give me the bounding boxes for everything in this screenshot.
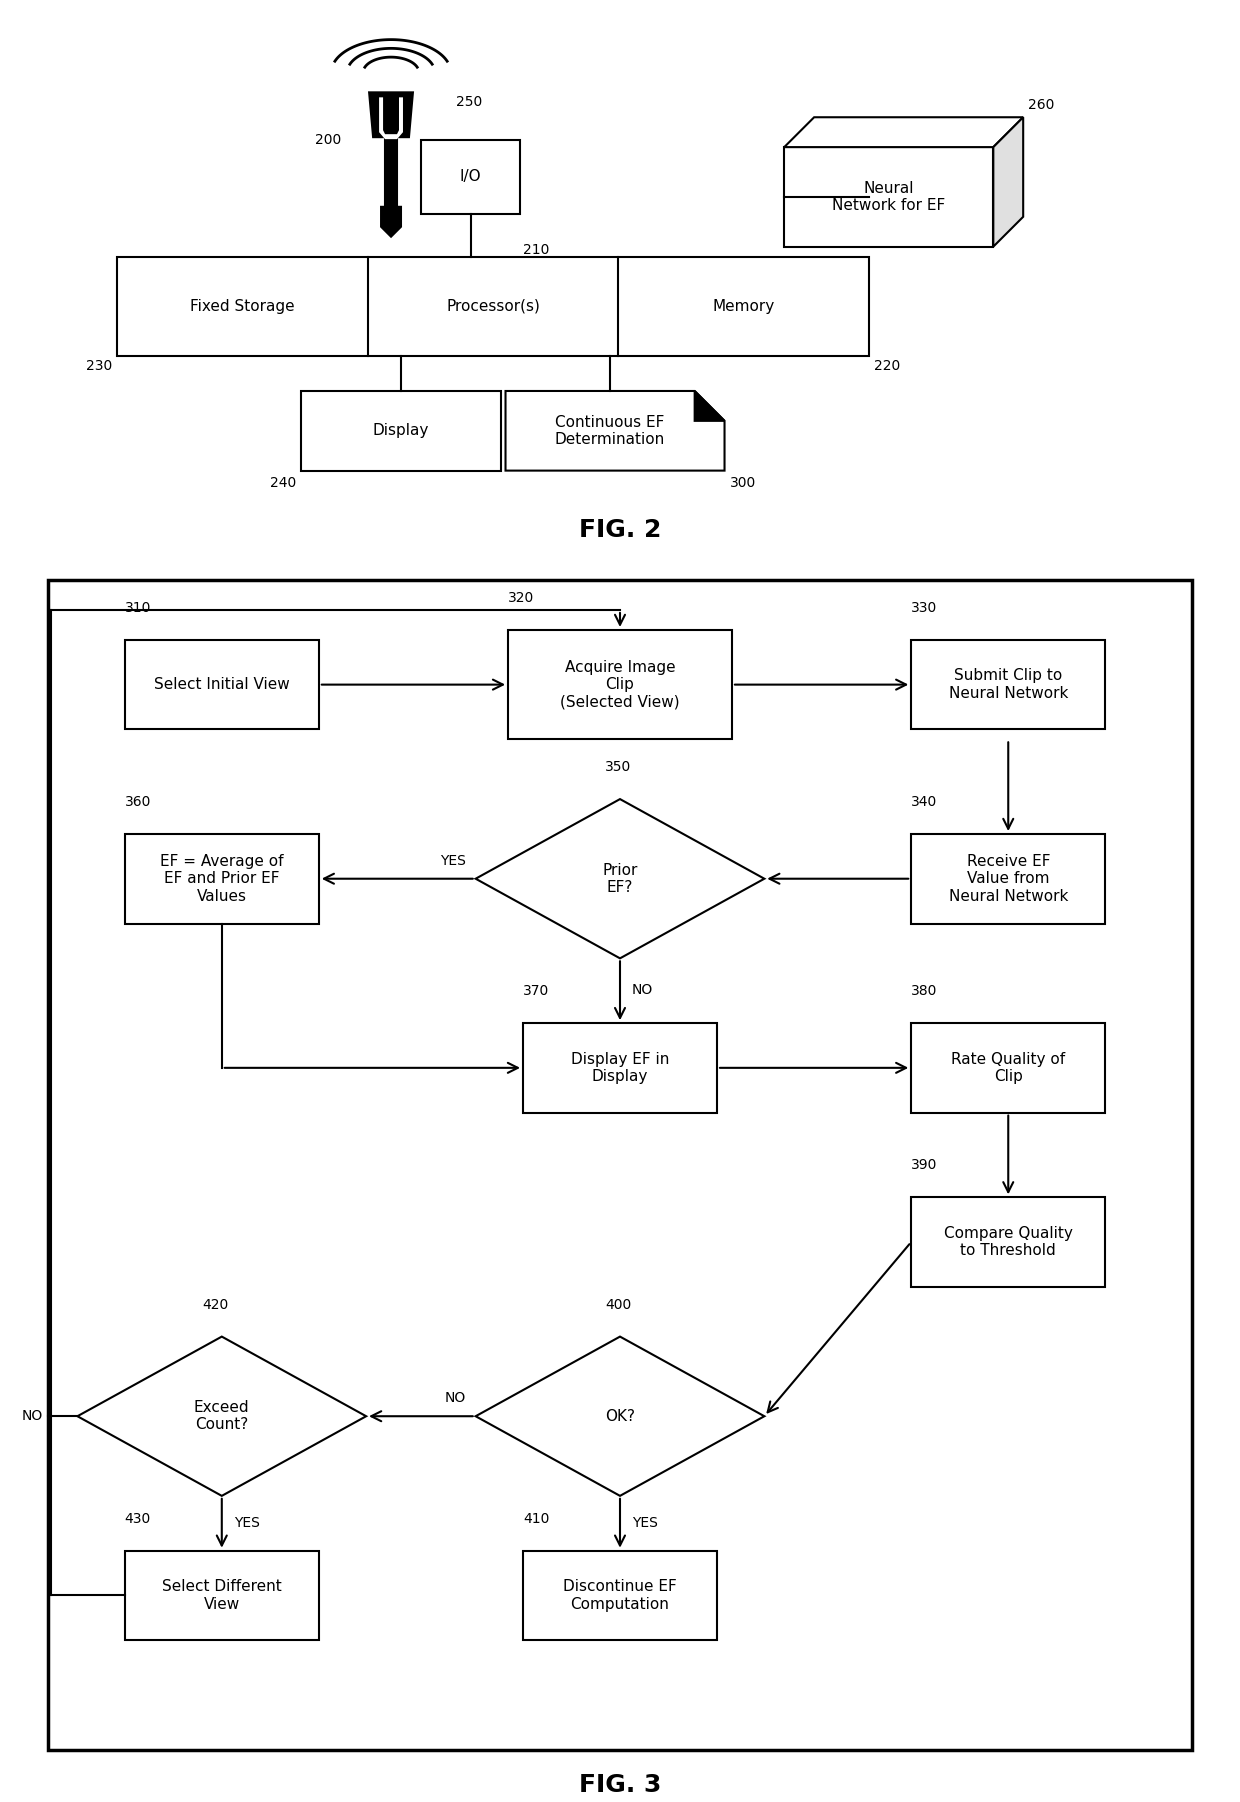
Bar (47, 580, 1193, 1750)
Text: Compare Quality
to Threshold: Compare Quality to Threshold (944, 1225, 1073, 1258)
Text: Select Different
View: Select Different View (162, 1579, 281, 1611)
Text: 420: 420 (202, 1297, 228, 1312)
Text: 390: 390 (911, 1159, 937, 1173)
Bar (125, 640, 319, 730)
Text: 320: 320 (508, 591, 534, 605)
Bar (301, 391, 501, 470)
Text: NO: NO (444, 1391, 466, 1406)
Text: 210: 210 (523, 243, 549, 256)
Polygon shape (784, 148, 993, 247)
Text: I/O: I/O (460, 169, 481, 184)
Text: Rate Quality of
Clip: Rate Quality of Clip (951, 1052, 1065, 1085)
Bar (125, 1550, 319, 1640)
Bar (508, 631, 732, 739)
Text: 200: 200 (315, 133, 341, 148)
Text: YES: YES (632, 1515, 658, 1530)
Text: 410: 410 (523, 1512, 549, 1526)
Polygon shape (386, 137, 397, 207)
Text: 380: 380 (911, 984, 937, 998)
Text: Continuous EF
Determination: Continuous EF Determination (556, 414, 665, 447)
Bar (911, 834, 1105, 923)
Text: Acquire Image
Clip
(Selected View): Acquire Image Clip (Selected View) (560, 660, 680, 710)
Text: 330: 330 (911, 600, 937, 614)
Bar (911, 640, 1105, 730)
Text: 300: 300 (729, 476, 755, 490)
Text: YES: YES (233, 1515, 259, 1530)
Polygon shape (784, 117, 1023, 148)
Text: 260: 260 (1028, 99, 1054, 112)
Text: 350: 350 (605, 760, 631, 775)
Text: 370: 370 (523, 984, 549, 998)
Polygon shape (993, 117, 1023, 247)
Text: 360: 360 (125, 795, 151, 809)
Bar (523, 1024, 717, 1112)
Text: FIG. 3: FIG. 3 (579, 1773, 661, 1797)
Text: 220: 220 (874, 359, 900, 373)
Polygon shape (381, 207, 401, 236)
Text: 240: 240 (270, 476, 296, 490)
Polygon shape (379, 97, 403, 139)
Bar (523, 1550, 717, 1640)
Text: 340: 340 (911, 795, 937, 809)
Text: 250: 250 (456, 96, 482, 110)
Text: NO: NO (21, 1409, 42, 1424)
Text: OK?: OK? (605, 1409, 635, 1424)
Text: 230: 230 (86, 359, 113, 373)
Text: Display EF in
Display: Display EF in Display (570, 1052, 670, 1085)
Text: Submit Clip to
Neural Network: Submit Clip to Neural Network (949, 669, 1068, 701)
Text: YES: YES (440, 854, 466, 869)
Polygon shape (77, 1337, 366, 1496)
Bar (118, 256, 869, 357)
Text: Receive EF
Value from
Neural Network: Receive EF Value from Neural Network (949, 854, 1068, 903)
Text: 430: 430 (125, 1512, 151, 1526)
Polygon shape (476, 798, 764, 959)
Polygon shape (370, 92, 413, 137)
Text: Fixed Storage: Fixed Storage (190, 299, 295, 314)
Text: Exceed
Count?: Exceed Count? (193, 1400, 249, 1433)
Bar (911, 1024, 1105, 1112)
Text: Prior
EF?: Prior EF? (603, 863, 637, 896)
Polygon shape (476, 1337, 764, 1496)
Bar (420, 139, 521, 214)
Bar (911, 1197, 1105, 1287)
Text: 400: 400 (605, 1297, 631, 1312)
Polygon shape (694, 391, 724, 422)
Text: Display: Display (373, 423, 429, 438)
Text: FIG. 2: FIG. 2 (579, 519, 661, 542)
Text: Neural
Network for EF: Neural Network for EF (832, 180, 945, 213)
Bar (125, 834, 319, 923)
Text: Discontinue EF
Computation: Discontinue EF Computation (563, 1579, 677, 1611)
Text: EF = Average of
EF and Prior EF
Values: EF = Average of EF and Prior EF Values (160, 854, 284, 903)
Text: Memory: Memory (713, 299, 775, 314)
Text: Processor(s): Processor(s) (446, 299, 539, 314)
Text: NO: NO (632, 984, 653, 997)
Text: 310: 310 (125, 600, 151, 614)
Text: Select Initial View: Select Initial View (154, 678, 290, 692)
Polygon shape (506, 391, 724, 470)
